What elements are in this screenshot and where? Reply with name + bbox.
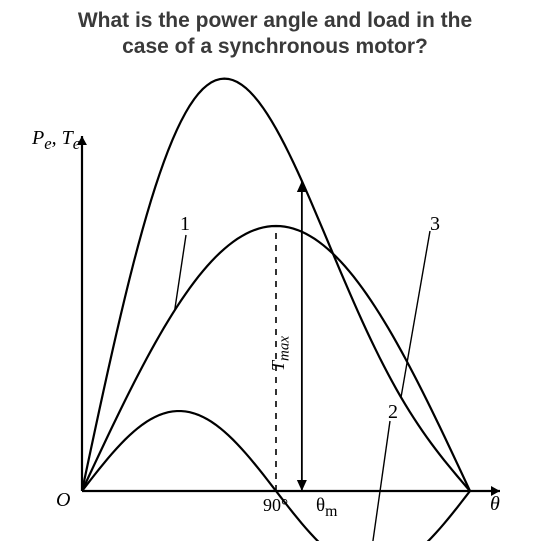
origin-label: O: [56, 489, 70, 512]
page-title: What is the power angle and load in the …: [0, 0, 550, 61]
title-line1: What is the power angle and load in the: [78, 9, 472, 32]
curve-3-label: 3: [430, 213, 440, 236]
tick-90deg: 90°: [263, 495, 288, 516]
title-line2: case of a synchronous motor?: [122, 35, 428, 58]
curve-2-label: 2: [388, 401, 398, 424]
power-angle-chart: Pe, Te θ O 90° θm Tmax 1 2 3: [0, 61, 550, 541]
chart-svg: [0, 61, 550, 541]
tmax-label: Tmax: [268, 335, 294, 370]
theta-m-label: θm: [316, 495, 337, 521]
curve-1-label: 1: [180, 213, 190, 236]
y-axis-label: Pe, Te: [32, 127, 80, 154]
x-axis-label: θ: [490, 493, 500, 516]
